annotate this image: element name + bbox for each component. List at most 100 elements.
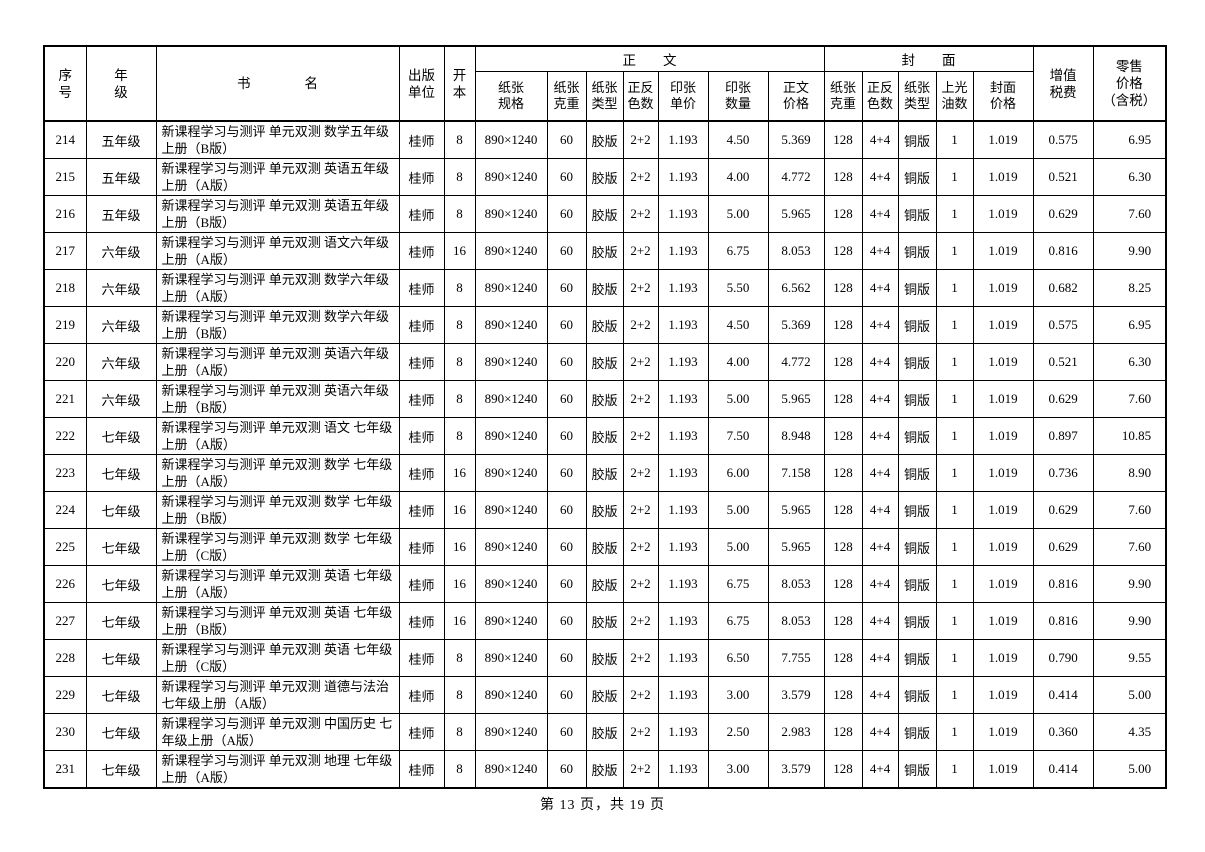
- cell-retail_price: 6.95: [1092, 306, 1167, 344]
- cell-publisher: 桂师: [398, 639, 445, 677]
- cell-cover_color_count: 4+4: [861, 528, 899, 566]
- col-header-grade: 年 级: [85, 45, 157, 122]
- cell-sheet_count: 5.00: [707, 380, 769, 418]
- cell-cover_price: 1.019: [972, 565, 1034, 603]
- cell-gloss_count: 1: [935, 380, 974, 418]
- cell-retail_price: 9.90: [1092, 602, 1167, 640]
- cell-text_price: 7.158: [767, 454, 825, 492]
- cell-paper_spec: 890×1240: [474, 602, 548, 640]
- cell-color_count: 2+2: [622, 380, 659, 418]
- cell-paper_weight: 60: [546, 454, 587, 492]
- cell-title: 新课程学习与测评 单元双测 数学六年级上册（A版）: [155, 269, 400, 307]
- cell-grade: 五年级: [85, 195, 157, 233]
- cell-grade: 七年级: [85, 639, 157, 677]
- cell-paper_type: 胶版: [585, 417, 624, 455]
- col-header-cover-color-count: 正反 色数: [861, 70, 899, 122]
- cell-cover_paper_type: 铜版: [897, 639, 937, 677]
- cell-paper_spec: 890×1240: [474, 417, 548, 455]
- cell-text_price: 3.579: [767, 676, 825, 714]
- cell-sheet_count: 4.00: [707, 343, 769, 381]
- cell-paper_type: 胶版: [585, 269, 624, 307]
- cell-title: 新课程学习与测评 单元双测 英语五年级上册（A版）: [155, 158, 400, 196]
- cell-color_count: 2+2: [622, 120, 659, 159]
- cell-paper_weight: 60: [546, 528, 587, 566]
- cell-cover_paper_weight: 128: [823, 269, 863, 307]
- cell-sheet_count: 6.75: [707, 232, 769, 270]
- cell-sheet_count: 6.75: [707, 602, 769, 640]
- cell-cover_color_count: 4+4: [861, 565, 899, 603]
- cell-text_price: 5.369: [767, 306, 825, 344]
- cell-text_price: 8.948: [767, 417, 825, 455]
- cell-gloss_count: 1: [935, 565, 974, 603]
- col-header-retail-price: 零售 价格 （含税）: [1092, 45, 1167, 122]
- table-body: 214 五年级 新课程学习与测评 单元双测 数学五年级上册（B版） 桂师 8 890×12…: [43, 120, 1167, 789]
- group-header-main-text: 正 文: [474, 45, 825, 72]
- cell-text_price: 5.369: [767, 120, 825, 159]
- cell-serial: 223: [43, 454, 87, 492]
- cell-retail_price: 4.35: [1092, 713, 1167, 751]
- cell-retail_price: 10.85: [1092, 417, 1167, 455]
- cell-cover_paper_type: 铜版: [897, 343, 937, 381]
- cell-paper_spec: 890×1240: [474, 158, 548, 196]
- cell-title: 新课程学习与测评 单元双测 语文六年级上册（A版）: [155, 232, 400, 270]
- cell-sheet_count: 4.50: [707, 120, 769, 159]
- cell-serial: 218: [43, 269, 87, 307]
- cell-title: 新课程学习与测评 单元双测 英语 七年级上册（B版）: [155, 602, 400, 640]
- cell-grade: 六年级: [85, 269, 157, 307]
- cell-color_count: 2+2: [622, 158, 659, 196]
- cell-cover_color_count: 4+4: [861, 676, 899, 714]
- col-header-text-price: 正文 价格: [767, 70, 825, 122]
- cell-paper_spec: 890×1240: [474, 232, 548, 270]
- cell-color_count: 2+2: [622, 306, 659, 344]
- cell-publisher: 桂师: [398, 380, 445, 418]
- cell-paper_weight: 60: [546, 565, 587, 603]
- cell-paper_weight: 60: [546, 639, 587, 677]
- cell-paper_weight: 60: [546, 158, 587, 196]
- cell-cover_paper_weight: 128: [823, 602, 863, 640]
- cell-cover_paper_type: 铜版: [897, 120, 937, 159]
- cell-vat: 0.816: [1032, 602, 1094, 640]
- cell-cover_price: 1.019: [972, 195, 1034, 233]
- cell-paper_weight: 60: [546, 306, 587, 344]
- cell-publisher: 桂师: [398, 343, 445, 381]
- cell-sheet_count: 6.00: [707, 454, 769, 492]
- cell-paper_spec: 890×1240: [474, 343, 548, 381]
- cell-sheet_unit_price: 1.193: [657, 195, 709, 233]
- cell-gloss_count: 1: [935, 232, 974, 270]
- cell-text_price: 8.053: [767, 232, 825, 270]
- cell-cover_color_count: 4+4: [861, 232, 899, 270]
- cell-cover_paper_weight: 128: [823, 380, 863, 418]
- cell-color_count: 2+2: [622, 195, 659, 233]
- cell-serial: 224: [43, 491, 87, 529]
- cell-serial: 230: [43, 713, 87, 751]
- cell-vat: 0.360: [1032, 713, 1094, 751]
- cell-cover_price: 1.019: [972, 602, 1034, 640]
- cell-paper_weight: 60: [546, 380, 587, 418]
- cell-format: 8: [443, 120, 476, 159]
- cell-sheet_count: 5.00: [707, 528, 769, 566]
- cell-paper_type: 胶版: [585, 306, 624, 344]
- cell-format: 8: [443, 306, 476, 344]
- cell-serial: 227: [43, 602, 87, 640]
- cell-cover_color_count: 4+4: [861, 454, 899, 492]
- cell-cover_paper_weight: 128: [823, 158, 863, 196]
- cell-cover_paper_type: 铜版: [897, 491, 937, 529]
- cell-serial: 221: [43, 380, 87, 418]
- cell-title: 新课程学习与测评 单元双测 地理 七年级上册（A版）: [155, 750, 400, 789]
- cell-title: 新课程学习与测评 单元双测 英语五年级上册（B版）: [155, 195, 400, 233]
- cell-sheet_count: 4.50: [707, 306, 769, 344]
- cell-serial: 231: [43, 750, 87, 789]
- cell-retail_price: 9.55: [1092, 639, 1167, 677]
- cell-paper_spec: 890×1240: [474, 491, 548, 529]
- cell-sheet_unit_price: 1.193: [657, 602, 709, 640]
- cell-cover_price: 1.019: [972, 676, 1034, 714]
- cell-paper_type: 胶版: [585, 120, 624, 159]
- cell-publisher: 桂师: [398, 750, 445, 789]
- cell-cover_paper_weight: 128: [823, 565, 863, 603]
- cell-cover_paper_type: 铜版: [897, 158, 937, 196]
- table-row: 227 七年级 新课程学习与测评 单元双测 英语 七年级上册（B版） 桂师 16 890×…: [43, 602, 1167, 640]
- cell-cover_paper_type: 铜版: [897, 750, 937, 789]
- cell-cover_color_count: 4+4: [861, 269, 899, 307]
- cell-grade: 七年级: [85, 491, 157, 529]
- cell-grade: 七年级: [85, 713, 157, 751]
